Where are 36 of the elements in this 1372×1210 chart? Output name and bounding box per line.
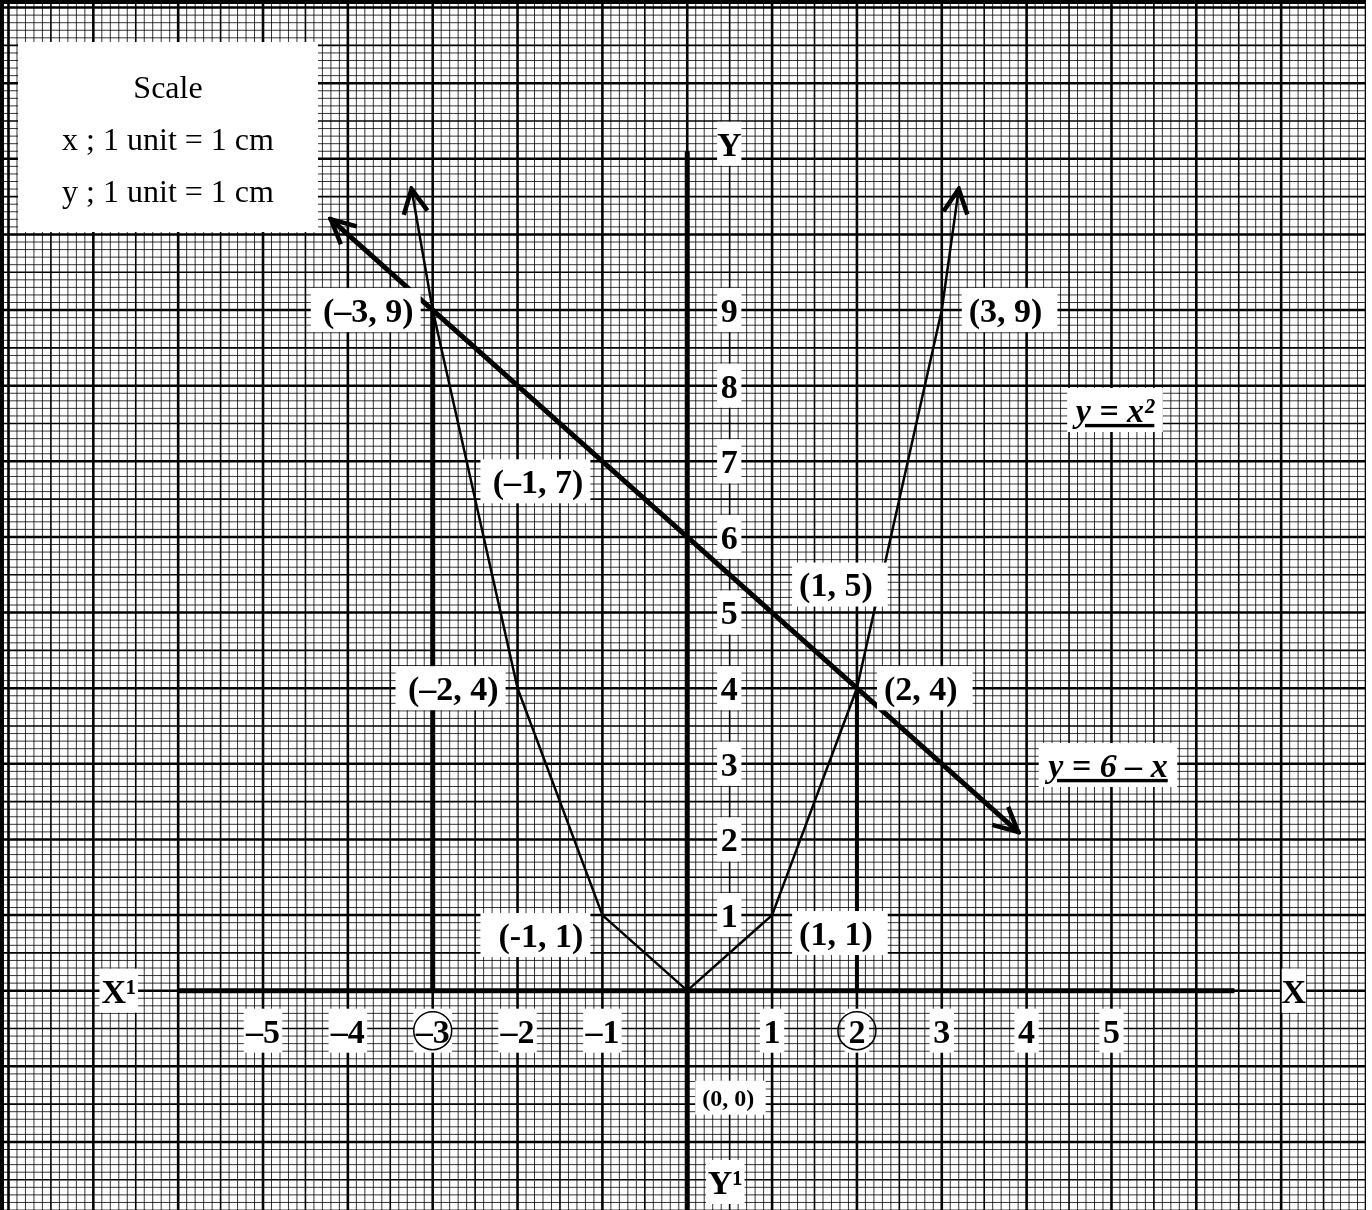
annotation: Scale: [133, 69, 203, 106]
x-tick-label: 5: [1102, 1012, 1120, 1050]
annotation: y ; 1 unit = 1 cm: [62, 173, 275, 210]
y-tick-label: 7: [720, 443, 738, 481]
annotation: Y¹: [707, 1163, 743, 1201]
y-tick-label: 5: [720, 594, 738, 632]
annotation: (1, 1): [799, 914, 873, 953]
y-tick-label: 6: [720, 518, 738, 556]
x-tick-label: 4: [1018, 1012, 1036, 1050]
y-tick-label: 1: [720, 896, 738, 934]
x-tick-label: 2: [848, 1012, 866, 1050]
x-tick-label: 1: [763, 1012, 781, 1050]
annotation: (–2, 4): [407, 670, 499, 709]
annotation: (1, 5): [799, 566, 873, 605]
x-axis-title: X: [1281, 972, 1307, 1010]
text: y = x²: [1071, 391, 1156, 429]
y-tick-label: 3: [720, 745, 738, 783]
y-tick-label: 8: [720, 367, 738, 405]
annotation: (2, 4): [883, 670, 958, 709]
annotation: (–3, 9): [323, 291, 414, 330]
x-tick-label: –4: [329, 1012, 365, 1050]
annotation: (–1, 7): [492, 463, 584, 502]
x-tick-label: –1: [584, 1012, 620, 1050]
annotation: (3, 9): [968, 291, 1043, 330]
series-label: y = 6 – x: [1044, 746, 1168, 784]
annotation: X¹: [101, 972, 137, 1010]
x-tick-label: –2: [499, 1012, 535, 1050]
y-tick-label: 4: [720, 670, 738, 708]
y-tick-label: 2: [720, 821, 738, 859]
annotation: (0, 0): [702, 1085, 755, 1112]
annotation: x ; 1 unit = 1 cm: [62, 121, 275, 158]
y-tick-label: 9: [720, 291, 738, 329]
y-axis-title: Y: [716, 125, 742, 163]
annotation: (-1, 1): [498, 916, 584, 955]
x-tick-label: 3: [933, 1012, 951, 1050]
x-tick-label: –5: [245, 1012, 281, 1050]
